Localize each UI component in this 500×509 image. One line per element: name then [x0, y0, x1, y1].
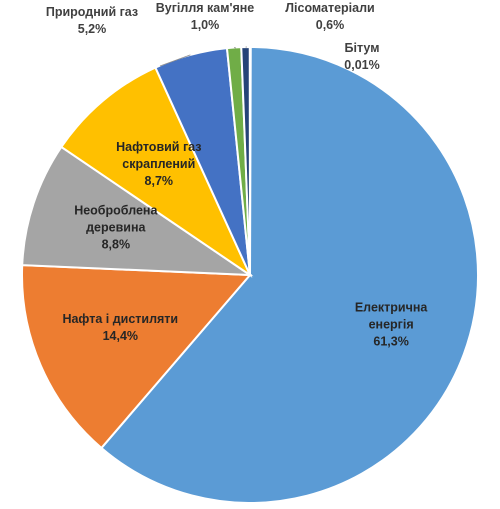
- slice-label-6: Лісоматеріали: [285, 1, 374, 15]
- pie-slice-7: [248, 45, 252, 276]
- slice-label-4: Природний газ: [46, 5, 138, 19]
- slice-label-7: Бітум: [345, 41, 380, 55]
- slice-labels: Електрична енергія 61,3% Нафта і дистиляти 1…: [46, 1, 429, 348]
- pie-slice-0: [100, 45, 479, 504]
- pie-slice-2: [21, 145, 254, 277]
- slice-label-5: Вугілля кам'яне: [156, 1, 255, 15]
- pie-slice-3: [59, 66, 253, 278]
- slice-value-6: 0,6%: [316, 18, 345, 32]
- slice-value-0: 61,3%: [373, 334, 408, 348]
- slice-value-4: 5,2%: [78, 22, 107, 36]
- leader-lines: [159, 46, 248, 67]
- pie-slices: [21, 45, 479, 504]
- slice-value-3: 8,7%: [145, 174, 174, 188]
- leader-line-4: [159, 54, 191, 67]
- slice-label-2: деревина: [86, 221, 146, 235]
- pie-slice-1: [21, 264, 253, 450]
- slice-label-3: скраплений: [122, 157, 195, 171]
- slice-value-5: 1,0%: [191, 18, 220, 32]
- slice-label-0: Електрична: [355, 300, 429, 314]
- slice-value-1: 14,4%: [103, 329, 138, 343]
- slice-label-1: Нафта і дистиляти: [62, 312, 178, 326]
- slice-label-0: енергія: [369, 317, 414, 331]
- slice-value-7: 0,01%: [344, 58, 379, 72]
- slice-label-3: Нафтовий газ: [116, 140, 201, 154]
- slice-label-2: Необроблена: [74, 204, 158, 218]
- slice-value-2: 8,8%: [102, 238, 131, 252]
